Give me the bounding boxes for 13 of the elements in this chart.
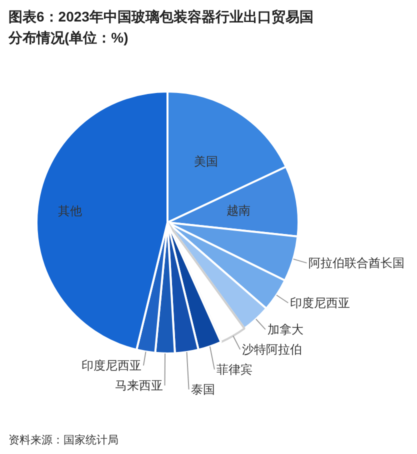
slice-label: 印度尼西亚: [290, 296, 350, 310]
text: 资料来源：国家统计局: [8, 434, 118, 446]
chart-title: 图表6：2023年中国玻璃包装容器行业出口贸易国分布情况(单位：%): [8, 8, 314, 46]
slice-label: 沙特阿拉伯: [242, 342, 302, 356]
slice-label: 马来西亚: [114, 378, 163, 392]
slice-label: 加拿大: [267, 322, 304, 336]
slice-label: 菲律宾: [216, 362, 252, 376]
slice-label: 美国: [194, 154, 218, 169]
slice-label: 越南: [226, 204, 251, 218]
slice-label: 泰国: [190, 382, 215, 396]
slice-label: 阿拉伯联合酋长国: [308, 256, 405, 270]
slice-label: 印度尼西亚: [81, 358, 142, 372]
slice-label: 其他: [58, 204, 82, 218]
